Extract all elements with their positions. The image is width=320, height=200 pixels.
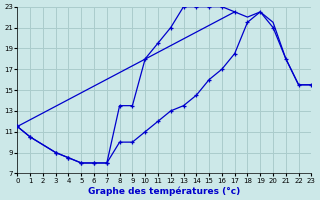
X-axis label: Graphe des températures (°c): Graphe des températures (°c): [88, 186, 241, 196]
